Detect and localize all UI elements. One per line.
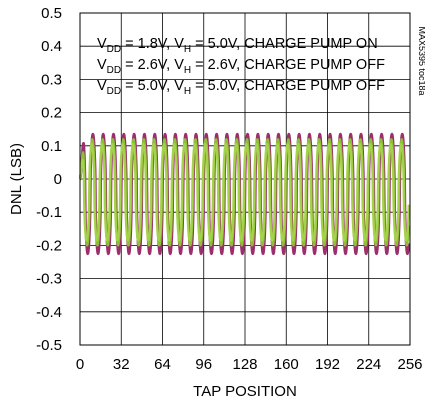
y-tick-label: 0.1	[41, 138, 62, 155]
x-tick-labels: 0 32 64 96 128 160 192 224 256	[76, 356, 423, 373]
x-axis-title: TAP POSITION	[193, 383, 297, 400]
y-tick-label: -0.2	[36, 237, 62, 254]
y-tick-label: -0.5	[36, 337, 62, 354]
x-tick-label: 96	[195, 356, 212, 373]
y-tick-label: 0	[54, 171, 62, 188]
series-line	[78, 143, 410, 242]
x-tick-label: 192	[315, 356, 340, 373]
y-tick-labels: 0.5 0.4 0.3 0.2 0.1 0 -0.1 -0.2 -0.3 -0.4 -0.5	[36, 5, 62, 354]
y-tick-label: -0.1	[36, 204, 62, 221]
y-tick-label: -0.3	[36, 271, 62, 288]
x-tick-label: 32	[113, 356, 130, 373]
y-tick-label: -0.4	[36, 304, 62, 321]
x-tick-label: 160	[274, 356, 299, 373]
legend: VDD = 1.8V, VH = 5.0V, CHARGE PUMP ON VDD…	[97, 36, 385, 97]
legend-entry: VDD = 2.6V, VH = 2.6V, CHARGE PUMP OFF	[97, 57, 385, 76]
y-tick-label: 0.4	[41, 38, 62, 55]
y-tick-label: 0.3	[41, 71, 62, 88]
x-tick-label: 128	[232, 356, 257, 373]
y-tick-label: 0.5	[41, 5, 62, 22]
x-tick-label: 0	[76, 356, 84, 373]
legend-entry: VDD = 1.8V, VH = 5.0V, CHARGE PUMP ON	[97, 36, 378, 55]
plot-frame	[79, 12, 411, 346]
y-axis-title: DNL (LSB)	[8, 143, 25, 215]
x-tick-label: 256	[397, 356, 422, 373]
figure-id: MAX5395 toc18a	[417, 26, 425, 95]
x-tick-label: 224	[356, 356, 381, 373]
series-group	[78, 132, 411, 255]
y-tick-label: 0.2	[41, 105, 62, 122]
x-tick-label: 64	[154, 356, 171, 373]
legend-entry: VDD = 5.0V, VH = 5.0V, CHARGE PUMP OFF	[97, 78, 385, 97]
